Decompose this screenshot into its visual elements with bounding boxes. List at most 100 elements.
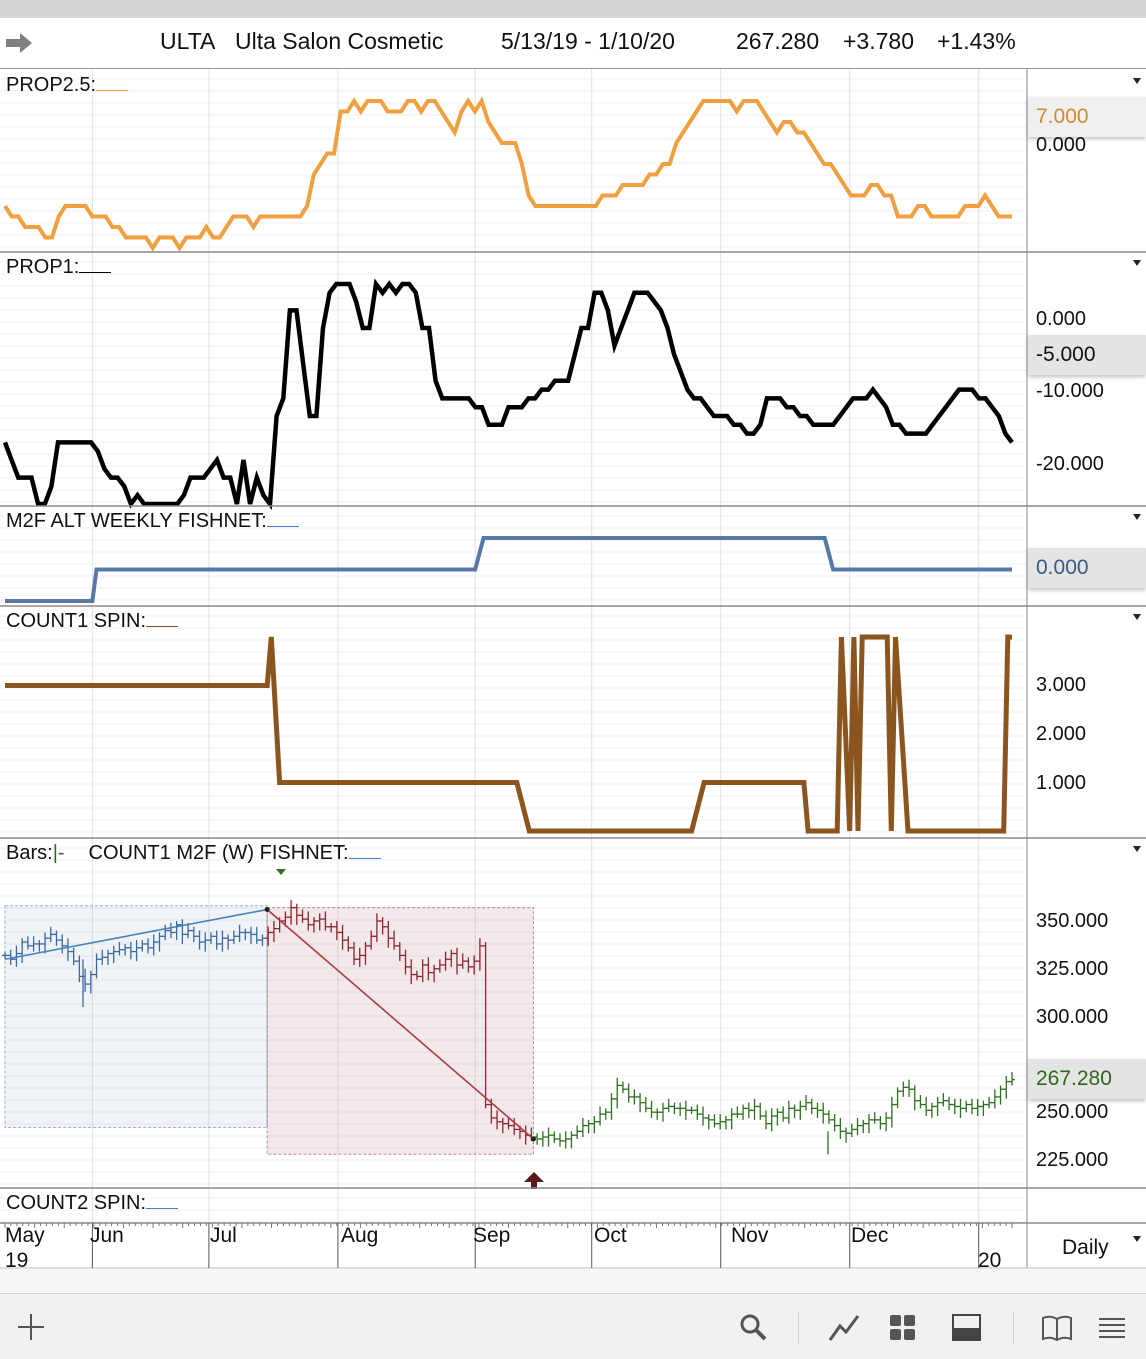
book-icon[interactable] — [1040, 1312, 1074, 1342]
timeframe-selector[interactable]: Daily — [1062, 1236, 1109, 1259]
price-bar — [293, 903, 300, 925]
price-bar — [711, 1114, 718, 1128]
price-bar — [946, 1096, 953, 1111]
price-bar — [665, 1098, 672, 1113]
price-bar — [923, 1096, 930, 1117]
price-bar — [431, 964, 438, 983]
grid-layout-icon[interactable] — [888, 1312, 918, 1342]
x-tick-jul: Jul — [210, 1224, 237, 1247]
price-value-tag: 267.280 — [1028, 1059, 1146, 1099]
price-tick: 300.000 — [1036, 1006, 1109, 1028]
price-bar — [322, 911, 329, 931]
price-bar — [700, 1106, 707, 1126]
price-bar — [1003, 1075, 1010, 1099]
pivot-marker — [264, 907, 270, 913]
menu-icon[interactable] — [1097, 1312, 1127, 1342]
x-tick-aug: Aug — [341, 1224, 379, 1247]
price-change-pct: +1.43% — [937, 28, 1016, 54]
price-bar — [803, 1094, 810, 1111]
price-bar — [328, 922, 335, 933]
price-bar — [305, 911, 312, 931]
price-bar — [980, 1100, 987, 1117]
prop1-title[interactable]: PROP1: — [6, 256, 112, 279]
price-bar — [53, 930, 60, 946]
price-bar — [597, 1106, 604, 1126]
price-bar — [316, 913, 323, 931]
price-bar — [871, 1112, 878, 1124]
price-bar — [494, 1110, 501, 1130]
symbol[interactable]: ULTA — [160, 28, 216, 54]
price-bar — [677, 1102, 684, 1117]
price-bar — [968, 1098, 975, 1115]
price-tick: 225.000 — [1036, 1149, 1109, 1171]
price-bar — [339, 924, 346, 950]
price-bar — [76, 955, 83, 983]
count2-title[interactable]: COUNT2 SPIN: — [6, 1192, 179, 1215]
price-bar — [917, 1094, 924, 1109]
bars-title[interactable]: Bars:|- COUNT1 M2F (W) FISHNET: — [6, 842, 381, 865]
time-axis-footer — [0, 1269, 1146, 1293]
company-name: Ulta Salon Cosmetic — [235, 28, 444, 54]
price-bar — [396, 942, 403, 962]
m2f-title[interactable]: M2F ALT WEEKLY FISHNET: — [6, 510, 299, 533]
count1-menu-icon[interactable] — [1133, 614, 1141, 620]
price-bar — [230, 930, 237, 944]
price-tick: 350.000 — [1036, 910, 1109, 932]
price-bar — [625, 1083, 632, 1103]
price-bar — [156, 932, 163, 952]
price-bar — [728, 1108, 735, 1130]
price-bar — [780, 1106, 787, 1122]
price-bar — [379, 917, 386, 935]
trend-lines — [4, 869, 544, 1189]
price-bar — [974, 1098, 981, 1117]
panel-layout-icon[interactable] — [951, 1312, 983, 1342]
prop1-value-tag: -5.000 — [1028, 335, 1146, 375]
price-tick: 325.000 — [1036, 958, 1109, 980]
price-bar — [631, 1089, 638, 1105]
price-bar — [476, 938, 483, 971]
plus-icon[interactable] — [16, 1312, 46, 1342]
price-bar — [64, 938, 71, 962]
prop1-series-line — [2, 278, 1014, 511]
price-bar — [24, 936, 31, 950]
timeframe-menu-icon[interactable] — [1133, 1236, 1141, 1242]
price-bar — [173, 921, 180, 941]
price-bar — [385, 921, 392, 948]
price-bar — [843, 1127, 850, 1143]
last-price: 267.280 — [736, 28, 820, 54]
price-bar — [591, 1116, 598, 1134]
prop25-tick: 0.000 — [1036, 134, 1087, 156]
price-bar — [602, 1108, 609, 1120]
price-bar — [574, 1125, 581, 1139]
price-bar — [299, 909, 306, 923]
search-icon[interactable] — [738, 1312, 768, 1342]
prop25-title[interactable]: PROP2.5: — [6, 74, 129, 97]
price-bar — [351, 942, 358, 965]
date-range: 5/13/19 - 1/10/20 — [501, 28, 675, 54]
count1-title[interactable]: COUNT1 SPIN: — [6, 610, 179, 633]
price-bar — [745, 1102, 752, 1118]
price-bar — [471, 955, 478, 975]
price-bar — [225, 934, 232, 950]
prop25-menu-icon[interactable] — [1133, 78, 1141, 84]
price-bar — [637, 1093, 644, 1113]
price-bar — [288, 899, 295, 925]
price-bar — [940, 1093, 947, 1107]
price-bar — [957, 1098, 964, 1118]
chart-area[interactable] — [0, 0, 1146, 1293]
draw-line-icon[interactable] — [828, 1312, 860, 1342]
prop1-menu-icon[interactable] — [1133, 260, 1141, 266]
price-bar — [408, 959, 415, 985]
price-bar — [579, 1117, 586, 1138]
price-bar — [190, 926, 197, 943]
price-bar — [465, 957, 472, 973]
x-tick-dec: Dec — [851, 1224, 889, 1247]
arrow-right-icon[interactable] — [6, 32, 34, 54]
m2f-menu-icon[interactable] — [1133, 514, 1141, 520]
price-bar — [911, 1085, 918, 1111]
price-bar — [791, 1104, 798, 1118]
price-bar — [883, 1112, 890, 1132]
price-bar — [865, 1114, 872, 1134]
bars-menu-icon[interactable] — [1133, 846, 1141, 852]
price-bar — [202, 932, 209, 952]
